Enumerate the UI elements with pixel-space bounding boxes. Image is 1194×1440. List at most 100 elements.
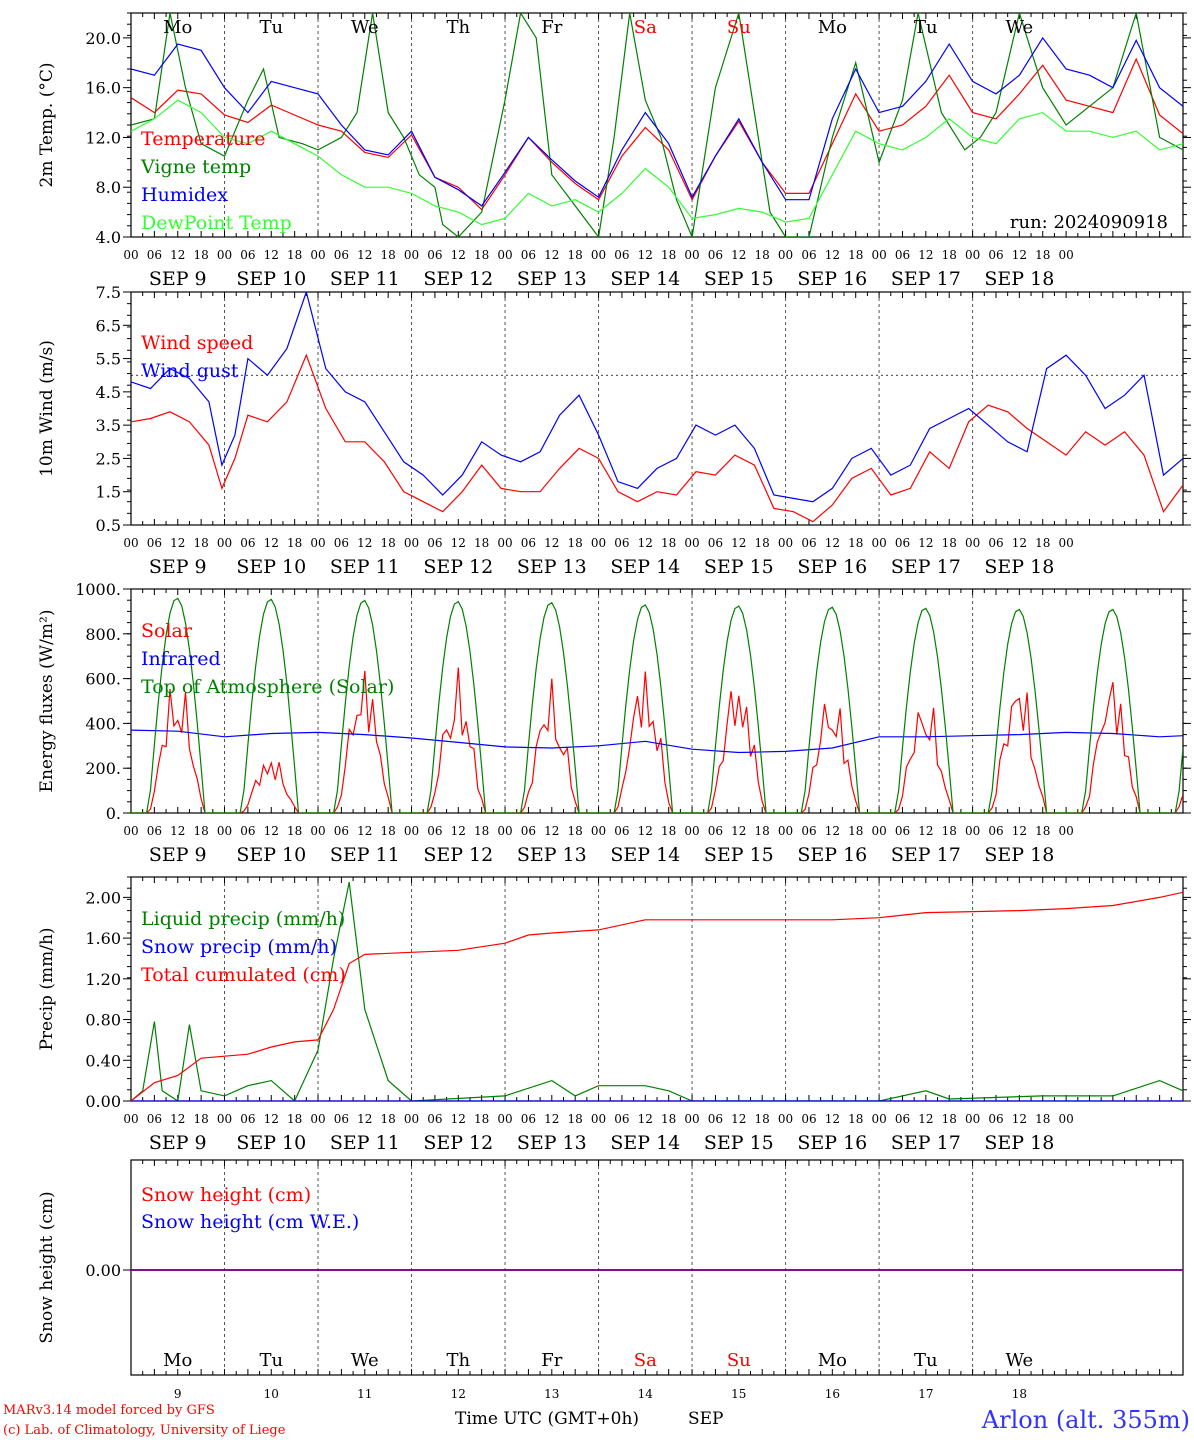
y-tick-label: 1000. [75, 580, 121, 599]
hour-tick-label: 18 [193, 824, 208, 838]
weekday-label: Mo [163, 1350, 192, 1371]
panel-precipitation: 0.00 0.40 0.80 1.20 1.60 2.00 Precip (mm/h) Liq… [37, 876, 1191, 1154]
hour-tick-label: 00 [778, 248, 793, 262]
day-number-label: 11 [357, 1387, 372, 1401]
weekday-label: Fr [541, 17, 562, 38]
y-axis-label: 10m Wind (m/s) [37, 340, 57, 477]
hour-tick-label: 12 [825, 536, 840, 550]
day-number-label: 14 [638, 1387, 654, 1401]
day-number-label: 9 [174, 1387, 182, 1401]
date-label: SEP 12 [423, 1132, 493, 1154]
hour-tick-label: 00 [591, 248, 606, 262]
y-tick-label: 4.0 [96, 228, 121, 247]
legend-entry: Solar [141, 620, 193, 642]
hour-tick-label: 06 [147, 536, 162, 550]
hour-tick-label: 00 [310, 248, 325, 262]
weekday-label: Fr [541, 1350, 562, 1371]
hour-tick-label: 18 [848, 536, 863, 550]
date-label: SEP 14 [610, 268, 680, 290]
hour-tick-label: 06 [521, 824, 536, 838]
hour-tick-label: 12 [1012, 824, 1027, 838]
hour-tick-label: 18 [1035, 1112, 1050, 1126]
y-axis-label: Snow height (cm) [37, 1191, 57, 1343]
hour-tick-label: 00 [965, 248, 980, 262]
date-label: SEP 10 [236, 556, 306, 578]
hour-tick-label: 12 [1012, 1112, 1027, 1126]
hour-tick-label: 12 [264, 1112, 279, 1126]
hour-tick-label: 06 [427, 824, 442, 838]
hour-tick-label: 06 [334, 536, 349, 550]
legend-entry: Top of Atmosphere (Solar) [141, 676, 394, 698]
hour-tick-label: 00 [684, 536, 699, 550]
hour-tick-label: 18 [381, 824, 396, 838]
date-label: SEP 10 [236, 268, 306, 290]
hour-tick-label: 00 [1058, 1112, 1073, 1126]
hour-tick-label: 18 [474, 536, 489, 550]
hour-tick-label: 00 [497, 1112, 512, 1126]
hour-tick-label: 06 [895, 824, 910, 838]
series-line-solar [131, 667, 1183, 813]
hour-tick-label: 06 [895, 536, 910, 550]
weekday-label: Tu [914, 17, 938, 38]
x-axis-label: Time UTC (GMT+0h) [455, 1409, 639, 1429]
date-label: SEP 14 [610, 844, 680, 866]
date-label: SEP 18 [984, 1132, 1054, 1154]
footer: MARv3.14 model forced by GFS (c) Lab. of… [3, 1403, 1190, 1438]
hour-tick-label: 12 [1012, 536, 1027, 550]
hour-tick-label: 18 [287, 824, 302, 838]
hour-tick-label: 18 [942, 1112, 957, 1126]
legend-entry: Wind gust [141, 360, 239, 382]
hour-tick-label: 00 [591, 1112, 606, 1126]
hour-tick-label: 00 [404, 1112, 419, 1126]
hour-tick-label: 00 [497, 536, 512, 550]
legend-entry: Wind speed [141, 332, 253, 354]
weekday-label: Mo [818, 1350, 847, 1371]
legend-entry: Infrared [141, 648, 221, 670]
hour-tick-label: 00 [217, 1112, 232, 1126]
hour-tick-label: 18 [942, 536, 957, 550]
y-tick-label: 5.5 [96, 350, 121, 369]
hour-tick-label: 06 [334, 1112, 349, 1126]
hour-tick-label: 00 [778, 1112, 793, 1126]
hour-tick-label: 12 [357, 248, 372, 262]
date-label: SEP 17 [891, 556, 961, 578]
series-line-infrared [131, 729, 1183, 754]
lab-credit: (c) Lab. of Climatology, University of L… [3, 1423, 286, 1438]
hour-tick-label: 18 [568, 824, 583, 838]
hour-tick-label: 18 [1035, 248, 1050, 262]
hour-tick-label: 00 [123, 1112, 138, 1126]
y-tick-label: 3.5 [96, 416, 121, 435]
date-label: SEP 14 [610, 556, 680, 578]
hour-tick-label: 18 [755, 248, 770, 262]
date-label: SEP 10 [236, 1132, 306, 1154]
hour-tick-label: 18 [661, 824, 676, 838]
legend-entry: Snow precip (mm/h) [141, 936, 337, 958]
series-line-total-cumulated-cm [131, 891, 1183, 1101]
series-line-temperature [131, 57, 1183, 211]
series-line-humidex [131, 36, 1183, 207]
date-label: SEP 14 [610, 1132, 680, 1154]
hour-tick-label: 18 [287, 1112, 302, 1126]
hour-tick-label: 12 [1012, 248, 1027, 262]
date-label: SEP 15 [704, 556, 774, 578]
hour-tick-label: 06 [147, 1112, 162, 1126]
date-label: SEP 9 [149, 268, 207, 290]
hour-tick-label: 00 [123, 536, 138, 550]
hour-tick-label: 06 [801, 824, 816, 838]
date-label: SEP 13 [517, 268, 587, 290]
hour-tick-label: 18 [1035, 536, 1050, 550]
series-line-top-of-atmosphere-solar [131, 597, 1183, 813]
hour-tick-label: 06 [708, 1112, 723, 1126]
weekday-label: Mo [818, 17, 847, 38]
hour-tick-label: 00 [684, 248, 699, 262]
y-axis-label: Energy fluxes (W/m²) [37, 610, 57, 793]
series-group [131, 292, 1183, 523]
y-tick-label: 1.5 [96, 483, 121, 502]
hour-tick-label: 06 [521, 536, 536, 550]
hour-tick-label: 00 [404, 248, 419, 262]
y-tick-label: 12.0 [85, 128, 121, 147]
hour-tick-label: 06 [801, 248, 816, 262]
date-label: SEP 15 [704, 1132, 774, 1154]
hour-tick-label: 00 [404, 824, 419, 838]
model-credit: MARv3.14 model forced by GFS [3, 1403, 215, 1418]
